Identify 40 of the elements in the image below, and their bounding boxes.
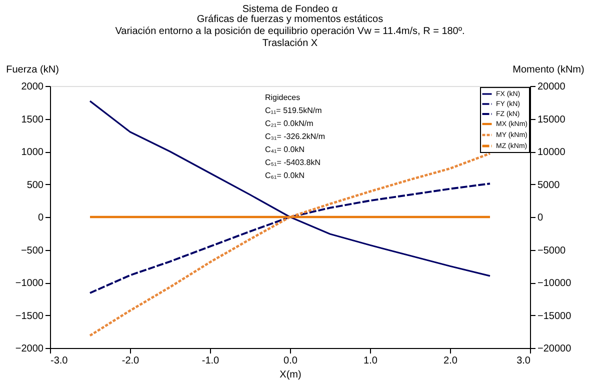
x-tick-label: 2.0 xyxy=(444,356,458,366)
y2-tick-label: −20000 xyxy=(538,344,572,354)
y-axis-title: Fuerza (kN) xyxy=(6,64,59,76)
annotation: C₂₁= 0.0kN/m xyxy=(265,119,314,128)
x-axis-title: X(m) xyxy=(280,370,302,380)
y-tick-label: 1500 xyxy=(21,114,44,126)
y-tick-label: −1000 xyxy=(15,278,44,289)
x-tick-label: -3.0 xyxy=(50,356,68,366)
x-tick-label: -1.0 xyxy=(202,356,220,366)
y2-tick-label: −10000 xyxy=(538,278,572,289)
x-tick-label: -2.0 xyxy=(122,356,140,366)
y-tick-label: −500 xyxy=(20,245,44,256)
y2-tick-label: −5000 xyxy=(538,245,566,256)
y-tick-label: 1000 xyxy=(21,147,44,158)
y-tick-label: 0 xyxy=(38,212,44,224)
line-series xyxy=(88,152,492,337)
x-tick-label: 3.0 xyxy=(516,356,531,366)
annotation: C₁₁= 519.5kN/m xyxy=(265,106,322,115)
line-series xyxy=(89,100,491,277)
chart-subtitle: Gráficas de fuerzas y momentos estáticos Variación entorno a la posición de equilibrio operación Vw = 11.4m/s, R = 180º. Traslación X xyxy=(115,14,465,49)
y2-tick-label: 10000 xyxy=(538,147,566,158)
y-tick-label: 2000 xyxy=(21,82,44,92)
x-tick-label: 0.0 xyxy=(284,356,298,366)
y-tick-label: 500 xyxy=(26,180,44,191)
annotation: C₃₁= -326.2kN/m xyxy=(265,132,326,141)
y2-axis-title: Momento (kNm) xyxy=(512,64,584,76)
y-tick-label: −2000 xyxy=(15,344,44,354)
annotation: C₄₁= 0.0kN xyxy=(265,145,305,154)
x-tick-label: 1.0 xyxy=(364,356,378,366)
annotation: Rigideces xyxy=(265,93,300,102)
y2-tick-label: 20000 xyxy=(538,82,566,92)
annotation: C₅₁= -5403.8kN xyxy=(265,158,321,167)
y2-tick-label: 0 xyxy=(538,212,544,224)
y2-tick-label: 15000 xyxy=(538,114,566,126)
y2-tick-label: 5000 xyxy=(538,180,560,191)
chart-title: Sistema de Fondeo α xyxy=(242,4,338,15)
line-series xyxy=(89,182,491,294)
y-tick-label: −1500 xyxy=(15,310,44,322)
y2-tick-label: −15000 xyxy=(538,310,572,322)
annotation: C₆₁= 0.0kN xyxy=(265,171,305,180)
